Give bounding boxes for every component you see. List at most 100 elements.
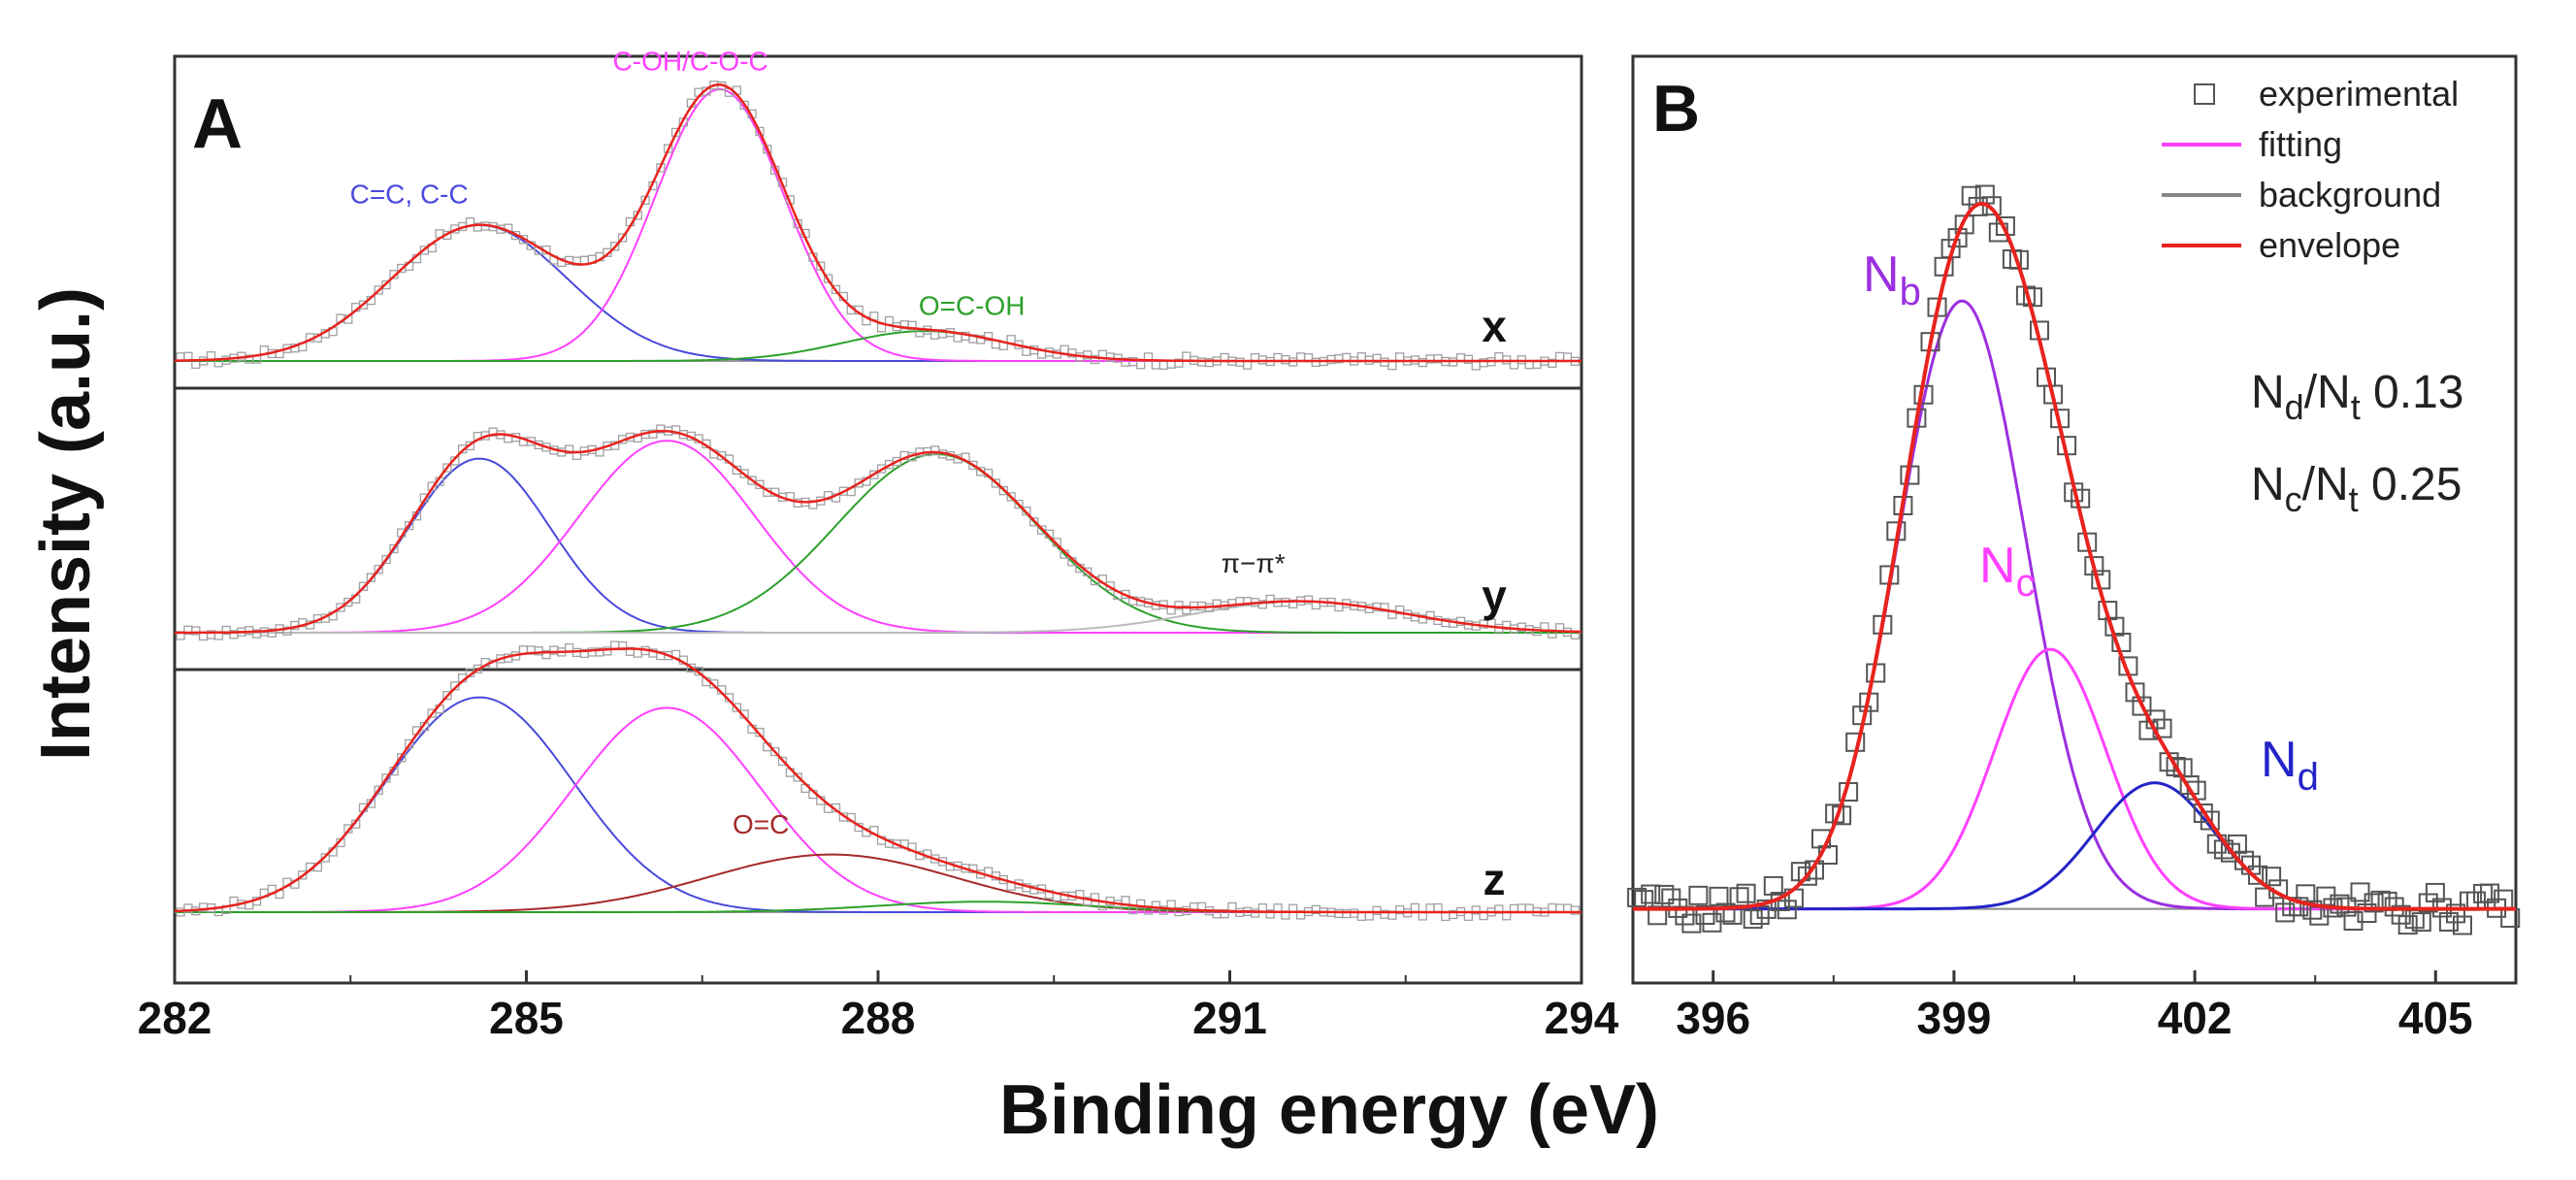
data-point [1052, 538, 1061, 547]
data-point [1433, 902, 1443, 913]
data-point [320, 853, 330, 863]
data-point [998, 486, 1008, 496]
data-point [381, 554, 391, 565]
data-point [366, 573, 376, 582]
data-point-b [2357, 903, 2377, 923]
panel-a-letter: A [192, 85, 243, 163]
data-point-b [2302, 900, 2323, 920]
data-point [770, 746, 780, 757]
data-point-b [2132, 696, 2152, 716]
data-point [1395, 352, 1405, 362]
data-point [1151, 360, 1161, 370]
data-point [1090, 354, 1100, 365]
data-point [755, 126, 765, 137]
data-point-b [1961, 185, 1981, 206]
data-point [617, 233, 628, 243]
data-point [670, 425, 681, 435]
data-point-b [2425, 882, 2445, 902]
data-point [831, 284, 841, 295]
data-point [336, 603, 345, 612]
annotation-y-0: π−π* [1222, 548, 1286, 578]
ratio-sub1: d [2285, 387, 2304, 427]
spectrum-label-x: x [1482, 301, 1507, 351]
data-point [603, 646, 612, 656]
x-tick-label-a: 291 [1192, 993, 1267, 1043]
data-point-b [2193, 803, 2213, 823]
data-point-b [1797, 866, 1817, 886]
data-point-b [2179, 775, 2200, 795]
data-point [1174, 358, 1184, 368]
data-point [777, 756, 788, 767]
data-point [473, 664, 483, 674]
data-point [991, 478, 1001, 488]
data-point-b [2200, 810, 2220, 831]
peak-z-1 [175, 706, 1581, 913]
x-tick-label-b: 396 [1676, 993, 1750, 1043]
annotation-x-2: O=C-OH [919, 290, 1026, 320]
data-point [732, 703, 742, 712]
data-point-b [2391, 904, 2411, 925]
data-point-b [2446, 903, 2465, 924]
data-point [1356, 352, 1367, 362]
data-point [1516, 903, 1527, 913]
data-point-b [2330, 894, 2350, 914]
data-point [1326, 354, 1336, 365]
data-point-b [1627, 887, 1647, 907]
data-point [1281, 355, 1290, 365]
data-point-b [1695, 905, 1715, 925]
peak-x-0 [174, 224, 1581, 362]
y-axis-title: Intensity (a.u.) [27, 287, 105, 761]
data-point-b [1777, 900, 1797, 920]
data-point [648, 429, 658, 439]
data-point [374, 285, 383, 295]
data-point [1166, 900, 1176, 909]
data-point [405, 738, 414, 749]
data-point [358, 581, 369, 591]
data-point-b [2418, 893, 2438, 913]
data-point-b [1756, 899, 1777, 919]
data-point [405, 520, 414, 531]
data-point [374, 565, 383, 574]
data-point [1463, 354, 1474, 364]
data-point-b [2227, 834, 2247, 854]
ratio-main: N [2251, 367, 2285, 418]
data-point-b [1743, 909, 1763, 930]
data-point [1425, 903, 1435, 913]
data-point [953, 333, 962, 343]
data-point [442, 463, 452, 473]
data-point-b [2350, 882, 2370, 902]
data-point [1242, 360, 1253, 370]
data-point [1471, 361, 1481, 371]
data-point [1151, 901, 1161, 910]
data-point [869, 470, 879, 479]
data-point [1083, 350, 1092, 360]
panel-a: A x C-OH/C-O-C C=C, C-C O=C-OH y π−π* z O=C 282… [138, 46, 1619, 1043]
data-point [1387, 361, 1397, 371]
data-point [823, 274, 833, 283]
annotation-z-0: O=C [733, 809, 789, 839]
spectrum-y: y π−π* [175, 424, 1582, 641]
panel-b-letter: B [1652, 72, 1700, 146]
x-tick-label-a: 282 [138, 993, 212, 1043]
data-point-b [2275, 902, 2296, 923]
ratio-0: Nd/Nt 0.13 [2251, 367, 2463, 427]
data-point-b [2411, 912, 2431, 933]
data-point [1022, 507, 1031, 516]
data-point [755, 479, 765, 489]
data-point [968, 460, 978, 471]
data-point [633, 648, 642, 658]
data-point [1380, 603, 1389, 612]
data-point-b [2248, 865, 2267, 885]
data-point [381, 279, 391, 290]
annotation-x-0: C-OH/C-O-C [613, 46, 768, 76]
data-point [389, 543, 399, 554]
data-point [1548, 358, 1557, 368]
data-point [465, 441, 475, 451]
data-point-b [2125, 682, 2145, 703]
x-tick-label-a: 288 [841, 993, 916, 1043]
data-point [1311, 357, 1321, 367]
data-point-b [1647, 905, 1668, 926]
annotation-x-1: C=C, C-C [350, 180, 469, 210]
data-point-b [2023, 287, 2042, 308]
